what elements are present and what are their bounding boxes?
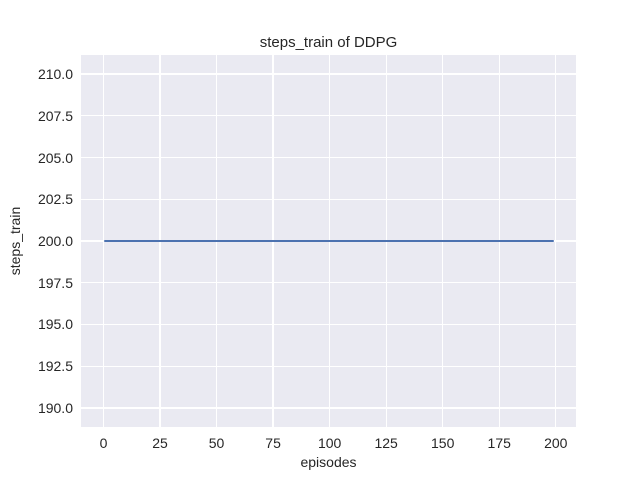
x-tick-label: 100 (317, 435, 342, 451)
x-tick-label: 175 (487, 435, 511, 451)
plot-area (81, 55, 576, 427)
y-gridline (81, 365, 576, 367)
y-gridline (81, 198, 576, 200)
x-tick-label: 0 (99, 435, 108, 451)
y-gridline (81, 73, 576, 75)
x-tick-label: 125 (374, 435, 398, 451)
y-gridline (81, 323, 576, 326)
y-tick-label: 195.0 (37, 316, 73, 333)
x-gridline (102, 55, 105, 427)
x-tick-label: 200 (544, 435, 568, 451)
y-tick-label: 207.5 (37, 107, 73, 124)
y-gridline (81, 156, 576, 159)
y-tick-label: 205.0 (37, 149, 73, 166)
chart-title: steps_train of DDPG (259, 34, 398, 51)
y-gridline (81, 407, 576, 409)
x-tick-label: 75 (265, 435, 281, 451)
y-tick-label: 210.0 (37, 66, 73, 83)
x-tick-label: 50 (208, 435, 225, 451)
series-line-steps_train (103, 240, 554, 242)
y-tick-label: 190.0 (37, 399, 73, 416)
y-tick-label: 202.5 (37, 191, 73, 208)
x-axis-label: episodes (300, 454, 357, 470)
x-tick-label: 25 (152, 435, 168, 451)
y-tick-label: 197.5 (37, 274, 73, 291)
x-tick-label: 150 (431, 435, 455, 451)
y-gridline (81, 282, 576, 284)
y-tick-label: 200.0 (37, 233, 73, 249)
x-gridline (555, 55, 557, 427)
y-gridline (81, 115, 576, 117)
y-tick-label: 192.5 (37, 358, 73, 375)
